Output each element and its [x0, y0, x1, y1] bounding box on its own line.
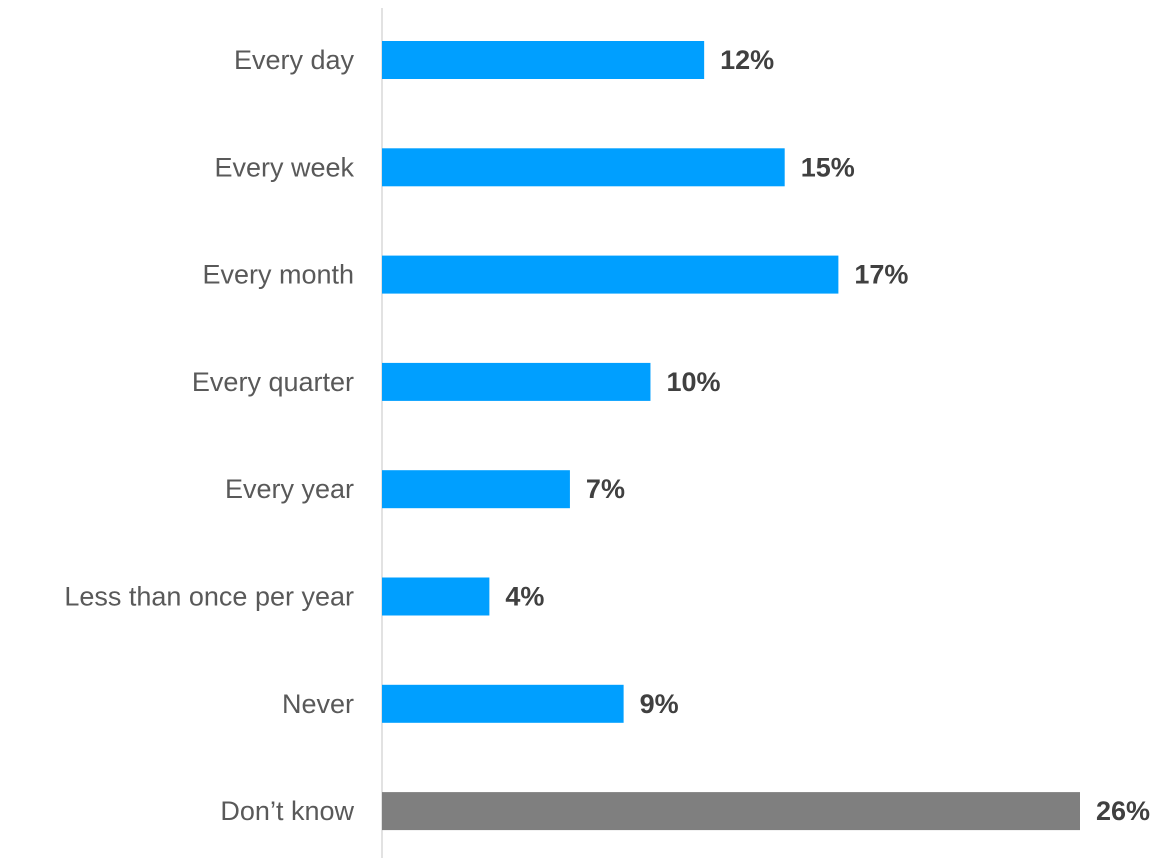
bar-1 [382, 148, 785, 187]
value-label-5: 4% [505, 582, 544, 612]
bar-6 [382, 684, 624, 723]
category-label-1: Every week [214, 152, 354, 182]
value-label-3: 10% [666, 367, 720, 397]
bar-0 [382, 41, 705, 79]
bar-2 [382, 255, 839, 294]
value-label-2: 17% [854, 260, 908, 290]
category-label-4: Every year [225, 474, 354, 504]
bars-layer: Every day 12% Every week 15% Every month 17% E… [64, 41, 1150, 831]
category-label-5: Less than once per year [64, 582, 354, 612]
category-label-3: Every quarter [192, 367, 354, 397]
value-label-6: 9% [640, 689, 679, 719]
value-label-7: 26% [1096, 796, 1150, 826]
bar-5 [382, 577, 490, 616]
value-label-0: 12% [720, 45, 774, 75]
value-label-1: 15% [801, 152, 855, 182]
bar-4 [382, 470, 570, 509]
bar-7 [382, 792, 1080, 831]
value-label-4: 7% [586, 474, 625, 504]
bar-3 [382, 362, 651, 401]
category-label-6: Never [282, 689, 354, 719]
category-label-0: Every day [234, 45, 355, 75]
category-label-2: Every month [202, 260, 354, 290]
category-label-7: Don’t know [220, 796, 354, 826]
